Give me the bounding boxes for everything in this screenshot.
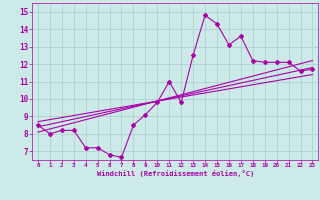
X-axis label: Windchill (Refroidissement éolien,°C): Windchill (Refroidissement éolien,°C) [97, 170, 254, 177]
